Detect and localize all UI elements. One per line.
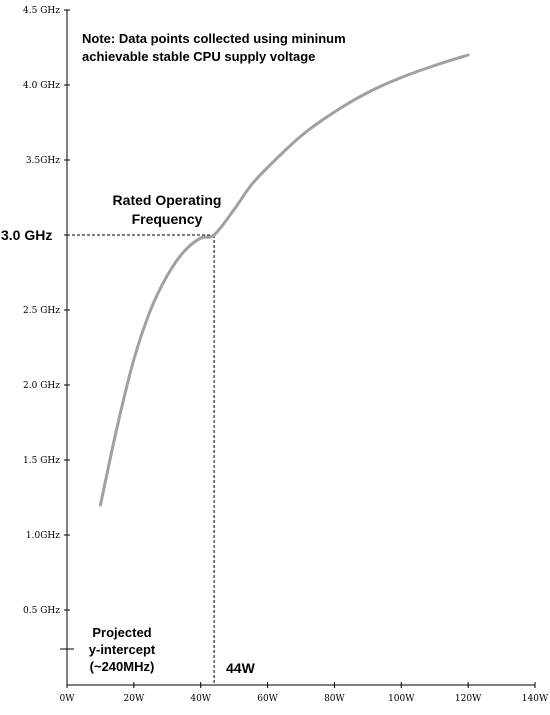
axes	[66, 10, 535, 686]
series-group	[98, 53, 470, 507]
x-tick-label: 60W	[257, 694, 278, 704]
rated-point-guides	[67, 234, 215, 685]
intercept-label-line-1: Projected	[92, 625, 151, 640]
annotations: Note: Data points collected using mininu…	[1, 31, 346, 676]
note-line-1: Note: Data points collected using mininu…	[82, 31, 346, 46]
intercept-label-line-2: y-intercept	[89, 642, 156, 657]
series-line	[98, 53, 470, 507]
intercept-label-line-3: (~240MHz)	[90, 659, 155, 674]
y-tick-label: 0.5 GHz	[23, 606, 60, 616]
y-tick-label: 1.0GHz	[26, 531, 60, 541]
y-tick-label: 4.5 GHz	[23, 6, 60, 16]
x-tick-label: 140W	[522, 694, 549, 704]
rated-label-line-2: Frequency	[132, 211, 203, 227]
note-line-2: achievable stable CPU supply voltage	[82, 49, 315, 64]
x-ticks: 0W 20W 40W 60W 80W 100W 120W 140W	[60, 682, 549, 704]
x-tick-label: 120W	[455, 694, 482, 704]
rated-y-label: 3.0 GHz	[1, 227, 52, 243]
y-tick-label: 4.0 GHz	[23, 81, 60, 91]
rated-label-line-1: Rated Operating	[113, 192, 222, 208]
rated-x-label: 44W	[226, 660, 256, 676]
x-tick-label: 40W	[190, 694, 211, 704]
x-tick-label: 80W	[324, 694, 345, 704]
x-tick-label: 0W	[60, 694, 76, 704]
y-tick-label: 1.5 GHz	[23, 456, 60, 466]
y-tick-label: 3.5GHz	[26, 156, 60, 166]
y-tick-label: 2.0 GHz	[23, 381, 60, 391]
y-ticks: 0.5 GHz 1.0GHz 1.5 GHz 2.0 GHz 2.5 GHz 3.5GHz…	[23, 6, 70, 616]
x-tick-label: 100W	[388, 694, 415, 704]
x-tick-label: 20W	[124, 694, 145, 704]
y-tick-label: 2.5 GHz	[23, 306, 60, 316]
